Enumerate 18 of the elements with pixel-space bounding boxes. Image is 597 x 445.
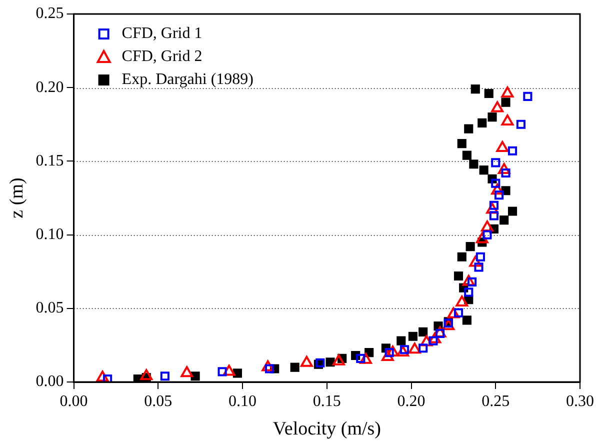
y-tick-label: 0.20 [36, 78, 64, 96]
x-axis-title: Velocity (m/s) [272, 418, 381, 440]
y-tick-label: 0.05 [36, 300, 64, 317]
x-tick-label: 0.10 [228, 392, 257, 410]
legend-label: CFD, Grid 1 [122, 25, 202, 42]
legend-label: Exp. Dargahi (1989) [122, 71, 254, 88]
y-tick-label: 0.10 [36, 226, 64, 244]
y-tick-label: 0.15 [36, 152, 64, 170]
x-tick-label: 0.05 [144, 392, 172, 410]
y-tick-label: 0.00 [36, 373, 64, 390]
x-tick-label: 0.00 [60, 392, 88, 410]
y-axis-title: z (m) [6, 178, 28, 218]
legend-label: CFD, Grid 2 [122, 48, 202, 66]
x-tick-label: 0.15 [312, 392, 341, 410]
x-tick-label: 0.30 [566, 392, 594, 410]
y-tick-label: 0.25 [36, 5, 64, 22]
x-tick-label: 0.20 [397, 392, 426, 410]
x-tick-label: 0.25 [482, 392, 510, 410]
